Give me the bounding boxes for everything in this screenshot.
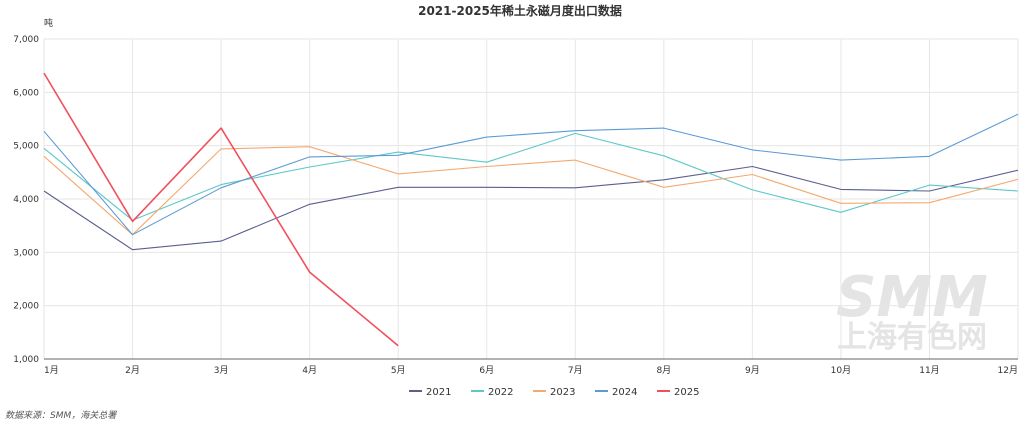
watermark: SMM 上海有色网 (836, 265, 988, 355)
series-lines (43, 72, 1019, 347)
legend-label: 2023 (550, 387, 575, 398)
y-tick-label: 1,000 (13, 355, 39, 365)
chart-title: 2021-2025年稀土永磁月度出口数据 (418, 3, 622, 18)
legend-label: 2022 (488, 387, 513, 398)
legend[interactable]: 2021 2022 2023 2024 2025 (409, 387, 699, 398)
x-tick-label: 6月 (479, 365, 494, 376)
legend-item-2025[interactable]: 2025 (657, 387, 699, 398)
watermark-subtitle: 上海有色网 (837, 320, 987, 355)
legend-label: 2021 (426, 387, 451, 398)
legend-label: 2024 (612, 387, 637, 398)
series-line-2025 (43, 72, 399, 347)
legend-item-2024[interactable]: 2024 (595, 387, 637, 398)
x-tick-label: 7月 (568, 365, 583, 376)
x-tick-label: 8月 (656, 365, 671, 376)
legend-item-2021[interactable]: 2021 (409, 387, 451, 398)
watermark-logo-text: SMM (836, 265, 988, 330)
legend-item-2023[interactable]: 2023 (533, 387, 575, 398)
series-line-2021 (43, 165, 1019, 251)
x-tick-label: 11月 (919, 365, 939, 376)
x-tick-label: 12月 (998, 365, 1018, 376)
series-line-2024 (43, 113, 1019, 236)
grid (43, 38, 1019, 360)
x-tick-label: 2月 (125, 365, 140, 376)
series-line-2023 (43, 146, 1019, 236)
y-tick-label: 6,000 (13, 88, 39, 98)
x-axis-ticks: 1月 2月 3月 4月 5月 6月 7月 8月 9月 10月 11月 12月 (44, 365, 1018, 376)
y-tick-label: 2,000 (13, 302, 39, 312)
x-tick-label: 9月 (745, 365, 760, 376)
y-tick-label: 5,000 (13, 142, 39, 152)
x-tick-label: 1月 (44, 365, 59, 376)
series-line-2022 (43, 132, 1019, 221)
source-note: 数据来源：SMM，海关总署 (5, 410, 117, 421)
y-tick-label: 3,000 (13, 248, 39, 258)
y-tick-label: 4,000 (13, 195, 39, 205)
legend-item-2022[interactable]: 2022 (471, 387, 513, 398)
y-tick-label: 7,000 (13, 35, 39, 45)
x-tick-label: 3月 (214, 365, 229, 376)
y-axis-ticks: 1,000 2,000 3,000 4,000 5,000 6,000 7,000 (13, 35, 39, 365)
x-tick-label: 5月 (391, 365, 406, 376)
legend-label: 2025 (674, 387, 699, 398)
y-axis-unit-label: 吨 (44, 17, 53, 29)
x-tick-label: 10月 (831, 365, 851, 376)
x-tick-label: 4月 (302, 365, 317, 376)
